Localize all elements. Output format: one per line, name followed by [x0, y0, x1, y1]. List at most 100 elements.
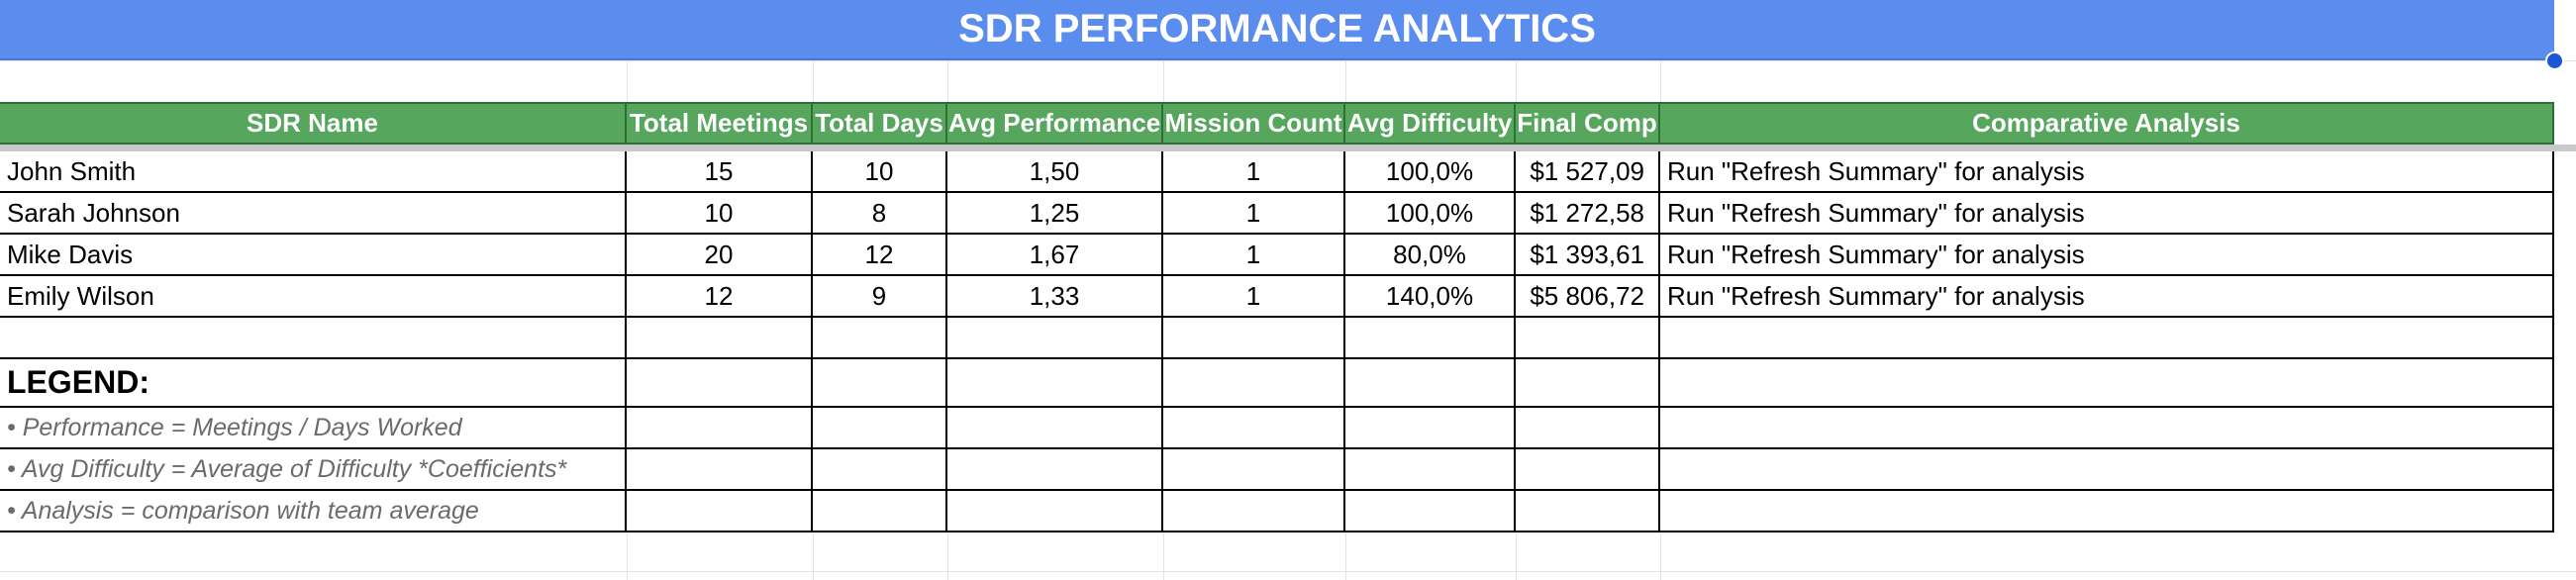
gridline-col [813, 532, 814, 580]
cell-total-days[interactable]: 10 [813, 151, 947, 193]
cell-total-meetings[interactable]: 20 [627, 235, 813, 276]
cell-sdr-name[interactable]: Emily Wilson [0, 276, 627, 318]
cell-avg-difficulty[interactable]: 100,0% [1345, 193, 1516, 235]
legend-item[interactable]: • Analysis = comparison with team averag… [0, 491, 627, 532]
selection-handle[interactable] [2545, 51, 2564, 70]
header-avg-difficulty[interactable]: Avg Difficulty [1345, 102, 1516, 145]
empty-cell[interactable] [1163, 408, 1345, 449]
empty-cell[interactable] [813, 359, 947, 408]
cell-total-days[interactable]: 9 [813, 276, 947, 318]
gridline-col [1660, 60, 1661, 102]
empty-cell[interactable] [813, 491, 947, 532]
legend-title[interactable]: LEGEND: [0, 359, 627, 408]
empty-cell[interactable] [1345, 491, 1516, 532]
cell-total-meetings[interactable]: 15 [627, 151, 813, 193]
gridline-col [1516, 532, 1517, 580]
empty-cell[interactable] [1660, 491, 2554, 532]
gridline-col [947, 60, 948, 102]
header-sdr-name[interactable]: SDR Name [0, 102, 627, 145]
empty-cell[interactable] [627, 359, 813, 408]
cell-avg-performance[interactable]: 1,67 [947, 235, 1163, 276]
empty-cell[interactable] [1660, 318, 2554, 359]
gridline-col [813, 60, 814, 102]
empty-cell[interactable] [1345, 359, 1516, 408]
gridline-row [0, 571, 2576, 572]
cell-mission-count[interactable]: 1 [1163, 151, 1345, 193]
cell-total-meetings[interactable]: 12 [627, 276, 813, 318]
empty-cell[interactable] [947, 408, 1163, 449]
empty-cell[interactable] [627, 491, 813, 532]
empty-cell[interactable] [947, 318, 1163, 359]
empty-cell[interactable] [627, 318, 813, 359]
cell-comparative-analysis[interactable]: Run "Refresh Summary" for analysis [1660, 193, 2554, 235]
empty-cell[interactable] [1345, 449, 1516, 491]
empty-cell[interactable] [1660, 359, 2554, 408]
gridline-col [1516, 60, 1517, 102]
cell-mission-count[interactable]: 1 [1163, 235, 1345, 276]
empty-cell[interactable] [1345, 408, 1516, 449]
cell-sdr-name[interactable]: Sarah Johnson [0, 193, 627, 235]
frozen-row-divider[interactable] [0, 145, 2576, 151]
cell-avg-difficulty[interactable]: 80,0% [1345, 235, 1516, 276]
sheet-title[interactable]: SDR PERFORMANCE ANALYTICS [0, 0, 2554, 60]
header-final-comp[interactable]: Final Comp [1516, 102, 1660, 145]
cell-total-days[interactable]: 12 [813, 235, 947, 276]
cell-comparative-analysis[interactable]: Run "Refresh Summary" for analysis [1660, 151, 2554, 193]
empty-cell[interactable] [947, 359, 1163, 408]
cell-comparative-analysis[interactable]: Run "Refresh Summary" for analysis [1660, 235, 2554, 276]
gridline-col [1660, 532, 1661, 580]
header-total-days[interactable]: Total Days [813, 102, 947, 145]
empty-cell[interactable] [813, 449, 947, 491]
empty-cell[interactable] [1163, 318, 1345, 359]
empty-cell[interactable] [627, 408, 813, 449]
cell-final-comp[interactable]: $1 393,61 [1516, 235, 1660, 276]
empty-cell[interactable] [1516, 408, 1660, 449]
cell-avg-difficulty[interactable]: 100,0% [1345, 151, 1516, 193]
empty-cell[interactable] [947, 449, 1163, 491]
gridline-col [1163, 60, 1164, 102]
cell-sdr-name[interactable]: John Smith [0, 151, 627, 193]
empty-cell[interactable] [1163, 491, 1345, 532]
empty-cell[interactable] [1516, 318, 1660, 359]
legend-item[interactable]: • Avg Difficulty = Average of Difficulty… [0, 449, 627, 491]
gridline-col [1163, 532, 1164, 580]
cell-total-meetings[interactable]: 10 [627, 193, 813, 235]
empty-cell[interactable] [813, 408, 947, 449]
gridline-row [0, 60, 2576, 61]
header-row [0, 102, 2554, 145]
header-total-meetings[interactable]: Total Meetings [627, 102, 813, 145]
header-comparative-analysis[interactable]: Comparative Analysis [1660, 102, 2554, 145]
empty-cell[interactable] [627, 449, 813, 491]
cell-total-days[interactable]: 8 [813, 193, 947, 235]
cell-mission-count[interactable]: 1 [1163, 276, 1345, 318]
cell-mission-count[interactable]: 1 [1163, 193, 1345, 235]
cell-avg-performance[interactable]: 1,25 [947, 193, 1163, 235]
empty-cell[interactable] [1163, 359, 1345, 408]
empty-cell[interactable] [0, 318, 627, 359]
empty-cell[interactable] [1660, 408, 2554, 449]
empty-cell[interactable] [1163, 449, 1345, 491]
cell-avg-performance[interactable]: 1,50 [947, 151, 1163, 193]
gridline-col [947, 532, 948, 580]
empty-cell[interactable] [1516, 449, 1660, 491]
header-avg-performance[interactable]: Avg Performance [947, 102, 1163, 145]
header-mission-count[interactable]: Mission Count [1163, 102, 1345, 145]
empty-cell[interactable] [1345, 318, 1516, 359]
cell-avg-performance[interactable]: 1,33 [947, 276, 1163, 318]
gridline-col [627, 532, 628, 580]
gridline-col [1345, 532, 1346, 580]
legend-item[interactable]: • Performance = Meetings / Days Worked [0, 408, 627, 449]
empty-cell[interactable] [1516, 491, 1660, 532]
cell-comparative-analysis[interactable]: Run "Refresh Summary" for analysis [1660, 276, 2554, 318]
empty-cell[interactable] [1660, 449, 2554, 491]
gridline-col [1345, 60, 1346, 102]
empty-cell[interactable] [1516, 359, 1660, 408]
empty-cell[interactable] [947, 491, 1163, 532]
gridline-col [627, 60, 628, 102]
empty-cell[interactable] [813, 318, 947, 359]
cell-sdr-name[interactable]: Mike Davis [0, 235, 627, 276]
cell-avg-difficulty[interactable]: 140,0% [1345, 276, 1516, 318]
cell-final-comp[interactable]: $1 272,58 [1516, 193, 1660, 235]
cell-final-comp[interactable]: $5 806,72 [1516, 276, 1660, 318]
cell-final-comp[interactable]: $1 527,09 [1516, 151, 1660, 193]
